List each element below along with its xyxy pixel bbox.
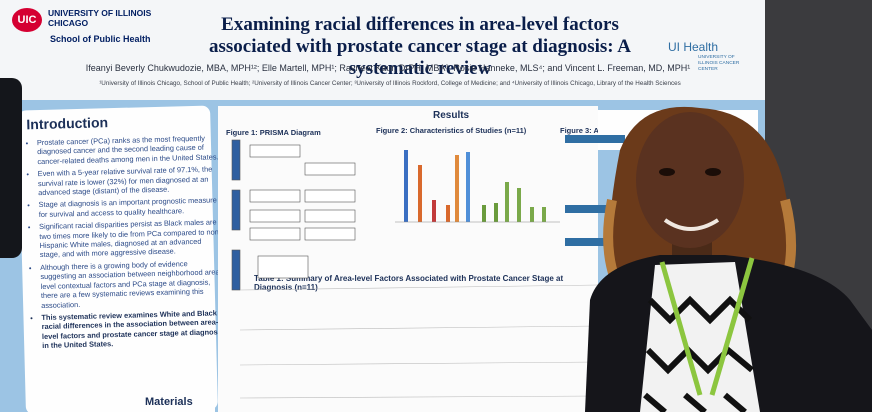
prisma-box — [249, 144, 301, 158]
prisma-box — [304, 189, 356, 203]
school: School of Public Health — [50, 34, 151, 44]
results-heading: Results — [433, 110, 470, 121]
prisma-bar — [231, 139, 241, 181]
eye — [659, 168, 675, 176]
side-list — [565, 135, 625, 246]
figure-bar — [505, 182, 509, 222]
prisma-bar — [231, 189, 241, 231]
partner-subtitle: UNIVERSITY OF ILLINOIS CANCER CENTER — [698, 55, 740, 72]
figure-bar — [455, 155, 459, 222]
figure-bar — [446, 205, 450, 222]
ribbon — [0, 78, 22, 258]
table-rule — [239, 284, 599, 291]
poster-title: Examining racial differences in area-lev… — [208, 14, 632, 79]
figure-bar — [418, 165, 422, 222]
figure-bar — [494, 203, 498, 222]
figure-caption: Figure 1: PRISMA Diagram — [226, 128, 321, 137]
prisma-box — [257, 255, 309, 279]
prisma-diagram — [231, 139, 356, 291]
figure-caption: Figure 2: Characteristics of Studies (n=… — [376, 126, 527, 135]
list-header — [565, 135, 625, 143]
table-caption: Table 1: Summary of Area-level Factors A… — [254, 274, 564, 292]
materials-heading: Materials — [145, 396, 193, 408]
affiliations: ¹University of Illinois Chicago, School … — [99, 80, 681, 87]
list-header — [565, 238, 625, 246]
prisma-box — [249, 227, 301, 241]
prisma-box — [304, 209, 356, 223]
figure-bars — [395, 150, 560, 223]
person — [585, 106, 872, 412]
figure-bar — [432, 200, 436, 222]
figure-bar — [517, 188, 521, 222]
lanyard — [659, 257, 755, 396]
list-header — [565, 205, 625, 213]
figure-bar — [404, 150, 408, 222]
table-rule — [239, 361, 599, 366]
prisma-box — [304, 227, 356, 241]
poster-header: UIC UNIVERSITY OF ILLINOIS CHICAGO Schoo… — [0, 0, 765, 100]
logo: UIC — [12, 8, 42, 32]
table-lines — [239, 284, 599, 399]
top-pattern — [643, 295, 754, 412]
figure-bar — [482, 205, 486, 222]
figure-bar — [530, 207, 534, 222]
materials-panel: Materials — [40, 392, 215, 412]
face — [636, 112, 744, 248]
table-rule — [239, 325, 599, 331]
figure-bar — [466, 152, 470, 222]
prisma-box — [249, 209, 301, 223]
university: UNIVERSITY OF ILLINOIS CHICAGO — [48, 8, 152, 28]
eye — [705, 168, 721, 176]
prisma-box — [304, 162, 356, 176]
partner-logo: UI Health — [668, 40, 719, 54]
authors: Ifeanyi Beverly Chukwudozie, MBA, MPH¹²;… — [85, 63, 691, 73]
prisma-box — [249, 189, 301, 203]
smile — [663, 218, 720, 231]
table-rule — [239, 395, 599, 399]
figure-bar — [542, 207, 546, 222]
prisma-bar — [231, 249, 241, 291]
